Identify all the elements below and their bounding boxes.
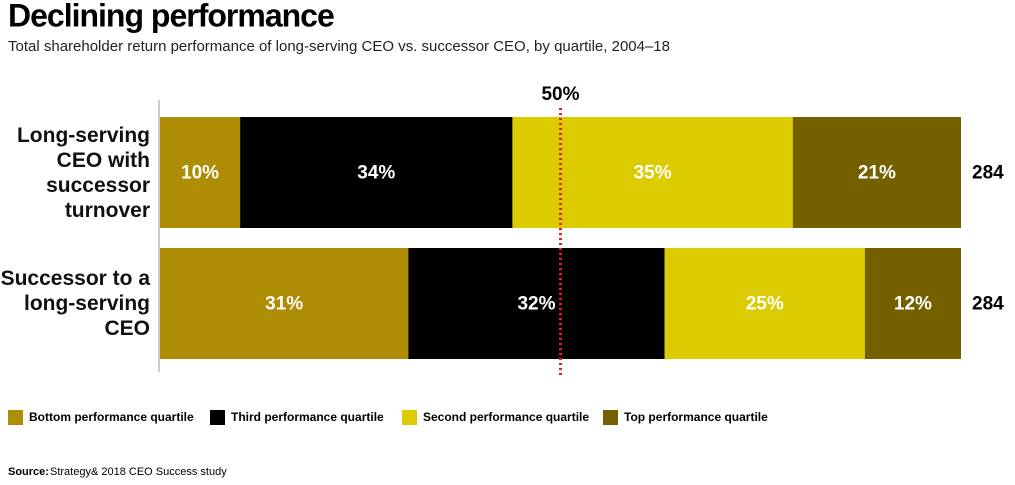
bar-segment xyxy=(664,248,865,359)
total-label: 284 xyxy=(972,294,1004,315)
source: Strategy& 2018 CEO Success study xyxy=(50,466,227,478)
value-label: 32% xyxy=(517,294,555,315)
legend-swatch xyxy=(8,410,23,425)
value-label: 35% xyxy=(634,163,672,184)
legend-swatch xyxy=(402,410,417,425)
total-label: 284 xyxy=(972,163,1004,184)
chart-title: Declining performance xyxy=(8,0,334,33)
value-label: 31% xyxy=(265,294,303,315)
legend-label: Bottom performance quartile xyxy=(29,410,194,424)
legend-swatch xyxy=(603,410,618,425)
value-label: 25% xyxy=(746,294,784,315)
bar-segment xyxy=(160,117,241,228)
legend-label: Third performance quartile xyxy=(231,410,384,424)
legend-label: Second performance quartile xyxy=(423,410,589,424)
value-label: 34% xyxy=(357,163,395,184)
value-label: 12% xyxy=(894,294,932,315)
bar-segment xyxy=(792,117,961,228)
bar-segment xyxy=(408,248,665,359)
source-label: Source: xyxy=(8,466,49,478)
value-label: 10% xyxy=(181,163,219,184)
category-label: Successor to a long-serving CEO xyxy=(0,267,150,340)
bar-segment xyxy=(160,248,409,359)
legend-label: Top performance quartile xyxy=(624,410,768,424)
legend-swatch xyxy=(210,410,225,425)
bar-segment xyxy=(240,117,513,228)
bar-segment xyxy=(864,248,961,359)
chart-subtitle: Total shareholder return performance of … xyxy=(8,38,670,55)
value-label: 21% xyxy=(858,163,896,184)
category-label: Long-serving CEO with successor turnover xyxy=(16,123,150,222)
reference-label: 50% xyxy=(541,84,579,105)
